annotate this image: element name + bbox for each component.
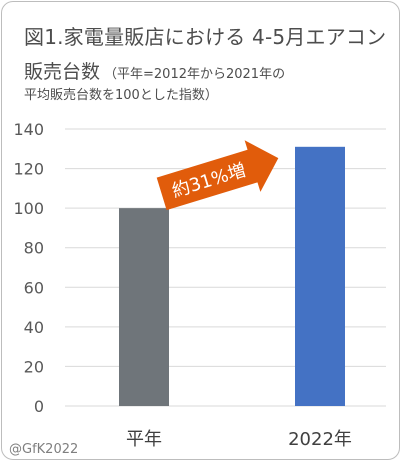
credit-text: @GfK2022 xyxy=(9,442,79,457)
chart-title-line2: 販売台数 （平年=2012年から2021年の xyxy=(24,57,285,84)
y-tick-label: 80 xyxy=(24,239,44,258)
y-tick-label: 100 xyxy=(13,199,44,218)
arrow-shape xyxy=(156,140,279,211)
chart-title-main: 販売台数 xyxy=(24,61,101,83)
bar-chart: 0 20 40 60 80 100 120 140 平年 2022年 約31%増 xyxy=(13,120,386,450)
chart-title-line1: 図1.家電量販店における 4-5月エアコン xyxy=(24,25,387,49)
bar xyxy=(295,146,345,407)
chart-card: 図1.家電量販店における 4-5月エアコン 販売台数 （平年=2012年から202… xyxy=(1,1,400,460)
bar xyxy=(119,208,169,406)
chart-title-sub: （平年=2012年から2021年の xyxy=(104,67,286,82)
y-tick-label: 140 xyxy=(13,120,44,139)
increase-arrow: 約31%増 xyxy=(156,140,279,211)
y-tick-label: 40 xyxy=(24,318,44,337)
y-tick-label: 120 xyxy=(13,160,44,179)
y-tick-label: 60 xyxy=(24,278,44,297)
chart-title-line3: 平均販売台数を100とした指数） xyxy=(24,88,218,103)
x-tick-label: 平年 xyxy=(126,429,162,450)
x-tick-label: 2022年 xyxy=(288,429,352,450)
y-tick-label: 20 xyxy=(24,357,44,376)
y-tick-label: 0 xyxy=(34,397,44,416)
